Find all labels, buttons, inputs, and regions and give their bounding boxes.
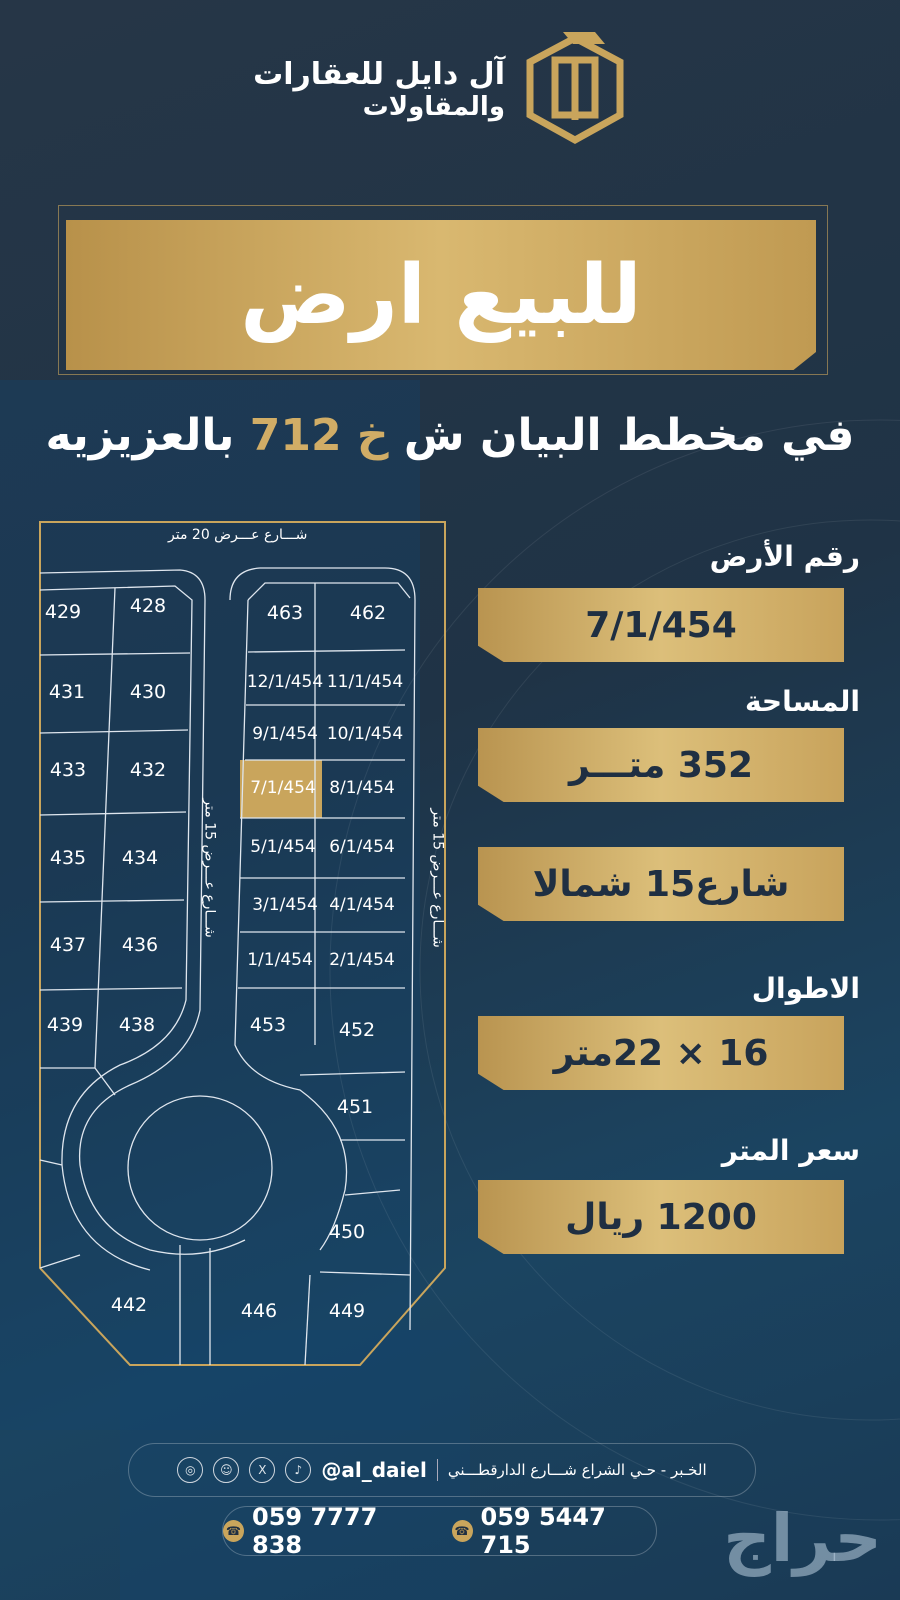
plot-label: 12/1/454 [246,672,324,692]
banner-frame [58,205,828,375]
street-label-top: شـــارع عـــرض 20 متر [168,527,308,543]
plot-label: 446 [240,1300,278,1322]
roundabout [127,1095,273,1241]
plot-label: 11/1/454 [326,672,404,692]
x-icon[interactable]: X [249,1457,276,1483]
road-edge [234,599,348,1251]
plot-label: 437 [49,934,87,956]
plot-line [39,1159,63,1166]
instagram-icon[interactable]: ◎ [177,1457,204,1483]
plot-label: 1/1/454 [247,950,313,970]
address: الخـبر - حـي الشراع شـــارع الدارقطـــني [447,1461,707,1479]
road-edge [229,567,416,1331]
headline-banner: للبيع ارض [66,220,816,370]
plot-label: 434 [121,847,159,869]
price-value: 1200 ريال [478,1180,844,1254]
street-label-right: شـــارع عـــرض 15 متر [429,808,446,948]
phones-bar: ☎ 059 7777 838 ☎ 059 5447 715 [222,1503,657,1559]
plot-label: 450 [328,1221,366,1243]
company-logo-icon [526,32,624,145]
plot-label: 449 [328,1300,366,1322]
company-name-line2: والمقاولات [362,92,505,122]
street-label-left: شـــارع عـــرض 15 متر [201,798,218,938]
company-name-line1: آل دايل للعقارات [253,57,505,92]
watermark-logo: حراج [723,1500,882,1577]
plot-number-label: رقم الأرض [709,540,860,573]
plot-line [247,582,411,601]
subtitle-highlight: خ 712 [249,410,389,461]
dimensions-label: الاطوال [751,972,860,1005]
plot-label: 8/1/454 [329,778,395,798]
social-handle[interactable]: @al_daiel [321,1458,427,1482]
subtitle: في مخطط البيان ش خ 712 بالعزيزيه [0,410,900,461]
snapchat-icon[interactable]: ☺ [213,1457,240,1483]
background-arc [419,519,900,1421]
plot-label: 442 [110,1294,148,1316]
phone-number[interactable]: 059 5447 715 [480,1503,606,1559]
area-value: 352 متـــر [478,728,844,802]
plot-label: 429 [44,601,82,623]
tiktok-icon[interactable]: ♪ [285,1457,312,1483]
plot-label: 4/1/454 [329,895,395,915]
plot-label: 431 [48,681,86,703]
plot-label: 7/1/454 [250,778,316,798]
address-bar: ◎ ☺ X ♪ @al_daiel الخـبر - حـي الشراع شـ… [128,1443,756,1497]
plot-label: 462 [349,602,387,624]
subtitle-text: في مخطط البيان ش [388,410,855,461]
plot-label: 439 [46,1014,84,1036]
plot-label: 452 [338,1019,376,1041]
plot-label: 2/1/454 [329,950,395,970]
plot-label: 428 [129,595,167,617]
plot-label: 463 [266,602,304,624]
plot-label: 453 [249,1014,287,1036]
phone-number[interactable]: 059 7777 838 [252,1503,378,1559]
street-value: شارع15 شمالا [478,847,844,921]
area-label: المساحة [744,685,860,718]
plot-label: 430 [129,681,167,703]
phone-2[interactable]: ☎ 059 5447 715 [451,1503,657,1559]
plot-label: 10/1/454 [326,724,404,744]
plot-label: 3/1/454 [252,895,318,915]
plot-label: 438 [118,1014,156,1036]
dimensions-value: 16 × 22متر [478,1016,844,1090]
subtitle-text-end: بالعزيزيه [45,410,250,461]
plot-label: 436 [121,934,159,956]
plot-number-value: 7/1/454 [478,588,844,662]
headline: للبيع ارض [240,247,642,343]
plot-label: 432 [129,759,167,781]
road-edge [39,569,246,1255]
phone-icon: ☎ [451,1520,473,1542]
highlighted-plot [240,760,322,818]
plot-label: 5/1/454 [250,837,316,857]
price-label: سعر المتر [721,1134,860,1167]
background-arc [329,419,900,1521]
plot-label: 451 [336,1096,374,1118]
plot-label: 435 [49,847,87,869]
road-edge [39,585,193,1271]
plot-label: 6/1/454 [329,837,395,857]
company-name: آل دايل للعقارات والمقاولات [253,57,505,123]
phone-1[interactable]: ☎ 059 7777 838 [223,1503,428,1559]
plot-label: 9/1/454 [252,724,318,744]
phone-icon: ☎ [223,1520,245,1542]
divider [436,1459,438,1481]
plot-label: 433 [49,759,87,781]
